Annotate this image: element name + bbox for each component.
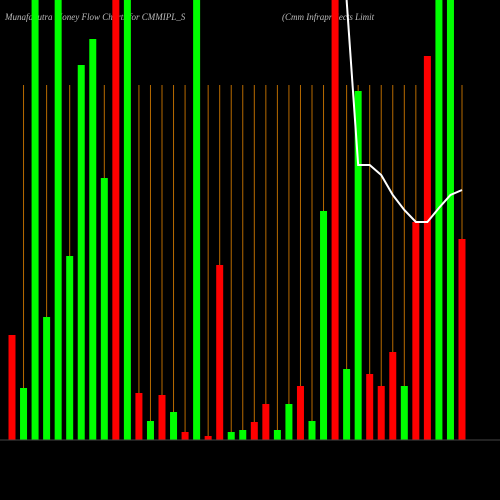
bar	[204, 436, 212, 440]
bar	[273, 430, 281, 440]
bar	[66, 256, 74, 440]
bar	[89, 39, 97, 440]
bar	[239, 430, 247, 440]
bar	[77, 65, 85, 440]
bar	[146, 421, 154, 440]
bar	[320, 211, 328, 440]
chart-subtitle: (Cmm Infraprojects Limit	[282, 12, 375, 22]
bar	[54, 0, 62, 440]
bar	[43, 317, 51, 440]
bar	[435, 0, 443, 440]
bar	[446, 0, 454, 440]
bar	[123, 0, 131, 440]
bar	[343, 369, 351, 440]
bar	[458, 239, 466, 440]
bar	[170, 412, 178, 440]
bar	[227, 432, 235, 440]
bar	[354, 91, 362, 440]
bar	[135, 393, 143, 440]
bar	[31, 0, 39, 440]
bar	[158, 395, 166, 440]
bar	[181, 432, 189, 440]
bar	[389, 352, 397, 440]
bar	[285, 404, 293, 440]
bar	[412, 222, 420, 440]
bar	[250, 422, 258, 440]
bar	[296, 386, 304, 440]
chart-title: MunafaSutra Money Flow Charts for CMMIPL…	[4, 12, 186, 22]
bar	[216, 265, 224, 440]
bar	[112, 0, 120, 440]
bar	[400, 386, 408, 440]
bar	[100, 178, 108, 440]
bar	[377, 386, 385, 440]
bar	[262, 404, 270, 440]
bar	[366, 374, 374, 440]
bar	[20, 388, 28, 440]
bar	[193, 0, 201, 440]
bar	[331, 0, 339, 440]
bar	[8, 335, 16, 440]
price-line	[345, 0, 463, 223]
bar	[308, 421, 316, 440]
bar	[423, 56, 431, 440]
